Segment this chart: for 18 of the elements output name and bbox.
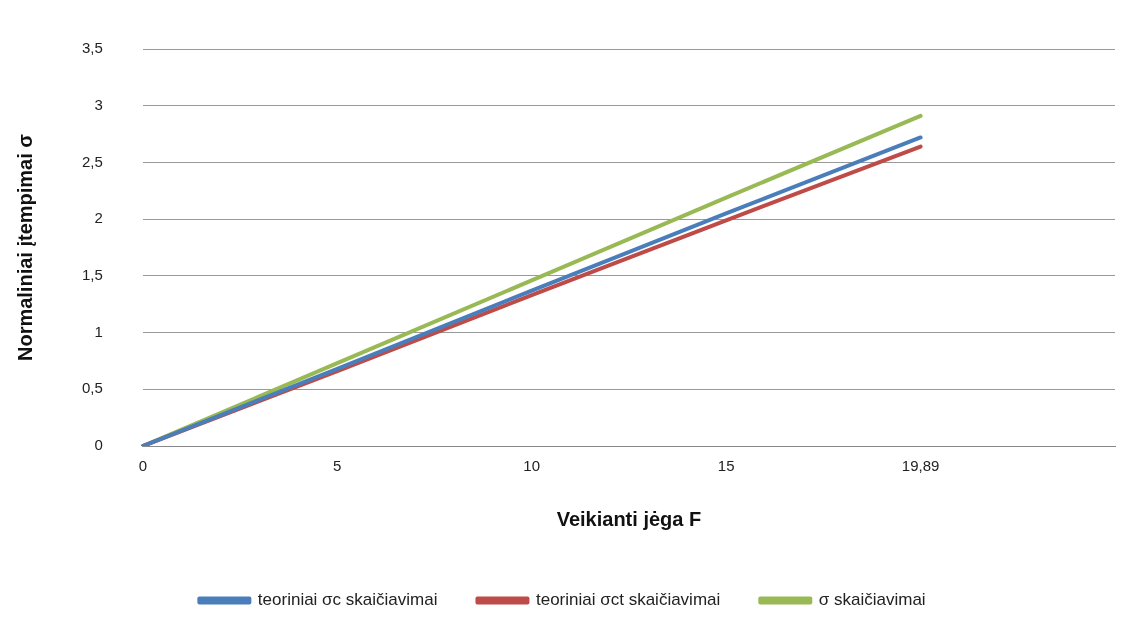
y-tick-label: 2,5: [81, 152, 103, 170]
legend-label: teoriniai σct skaičiavimai: [535, 590, 721, 610]
x-axis-title: Veikianti jėga F: [556, 507, 702, 530]
y-tick-label: 0,5: [81, 379, 103, 397]
y-tick-label: 3: [94, 95, 103, 113]
y-tick-label: 1,5: [81, 266, 103, 283]
y-tick-label: 3,5: [81, 39, 103, 57]
legend-label: teoriniai σc skaičiavimai: [257, 590, 438, 610]
y-tick-label: 0: [94, 436, 103, 454]
x-tick-label: 15: [717, 457, 735, 475]
x-tick-label: 0: [138, 457, 148, 475]
x-tick-label: 10: [523, 457, 541, 475]
y-tick-label: 2: [94, 209, 103, 227]
y-axis-title: Normaliniai įtempimai σ: [13, 133, 36, 362]
y-tick-label: 1: [94, 322, 103, 340]
x-tick-label: 5: [333, 457, 342, 475]
legend-label: σ skaičiavimai: [818, 590, 926, 610]
x-tick-label: 19,89: [901, 457, 940, 475]
